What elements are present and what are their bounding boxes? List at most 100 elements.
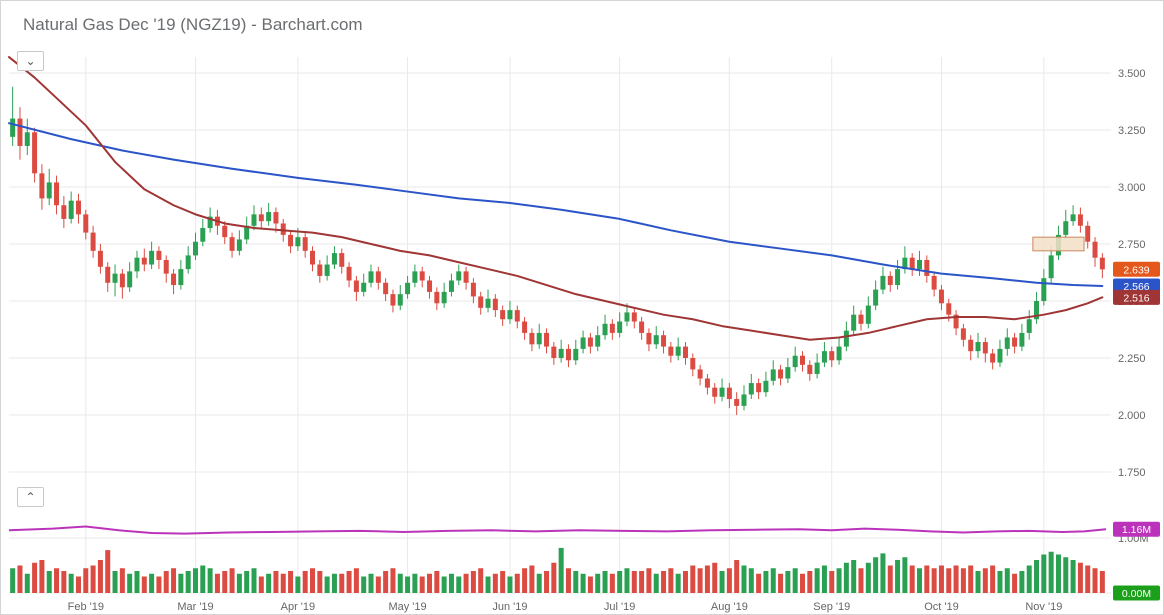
volume-badge (1113, 585, 1160, 601)
volume-bar (741, 565, 747, 593)
annotation-box[interactable] (1032, 236, 1085, 252)
volume-bar (324, 576, 330, 593)
candle-body (324, 264, 330, 276)
volume-bar (1099, 571, 1105, 593)
candle-body (229, 237, 235, 251)
candle-body (756, 383, 762, 393)
volume-bar (368, 573, 374, 593)
candle-body (1048, 255, 1054, 279)
volume-bar (405, 576, 411, 593)
candle-body (310, 250, 316, 265)
candle-body (580, 337, 586, 349)
volume-bar (573, 571, 579, 593)
candle-body (778, 369, 784, 379)
volume-bar (1004, 568, 1010, 593)
volume-bar (456, 576, 462, 593)
candle-body (427, 280, 433, 292)
volume-bar (134, 571, 140, 593)
volume-bar (61, 571, 67, 593)
volume-bar (375, 576, 381, 593)
candle-body (975, 342, 981, 352)
volume-bar (171, 568, 177, 593)
volume-bar (222, 571, 228, 593)
candle-body (690, 358, 696, 370)
candle-body (1019, 332, 1025, 347)
candle-body (529, 332, 535, 345)
open-interest-line (8, 525, 1107, 535)
candle-body (39, 173, 45, 199)
candle-body (909, 257, 915, 270)
candle-body (141, 257, 147, 265)
volume-bar (565, 568, 571, 593)
volume-bar (646, 568, 652, 593)
candle-body (383, 282, 389, 295)
volume-bar (178, 573, 184, 593)
volume-bar (207, 568, 213, 593)
candle-body (105, 266, 111, 283)
candle-body (470, 282, 476, 297)
expand-lower-pane-button[interactable]: ⌃ (17, 487, 44, 507)
volume-bar (551, 562, 557, 593)
volume-bar (1041, 554, 1047, 593)
candle-body (1041, 278, 1047, 301)
volume-bar (39, 560, 45, 593)
volume-bar (968, 565, 974, 593)
volume-bar (192, 568, 198, 593)
volume-bar (609, 573, 615, 593)
candle-body (412, 271, 418, 283)
candle-body (624, 312, 630, 322)
volume-bar (785, 571, 791, 593)
candle-body (485, 298, 491, 308)
month-label: Apr '19 (281, 601, 316, 613)
candle-body (946, 303, 952, 315)
candle-body (185, 255, 191, 270)
volume-bar (807, 571, 813, 593)
volume-bar (865, 562, 871, 593)
candle-body (171, 273, 177, 286)
volume-bar (1055, 554, 1061, 593)
candle-body (858, 314, 864, 324)
volume-bar (1077, 562, 1083, 593)
candle-body (361, 282, 367, 292)
candle-body (478, 296, 484, 308)
volume-bar (756, 573, 762, 593)
candle-body (639, 321, 645, 333)
last-price-badge-label: 2.639 (1123, 264, 1149, 276)
candle-body (1012, 337, 1018, 347)
candle-body (748, 383, 754, 395)
candle-body (668, 346, 674, 356)
volume-bar (580, 573, 586, 593)
month-label: Mar '19 (177, 601, 213, 613)
candle-body (54, 182, 60, 206)
candle-body (719, 387, 725, 397)
volume-bar (653, 573, 659, 593)
month-label: Feb '19 (68, 601, 104, 613)
price-tick-label: 2.750 (1118, 239, 1146, 251)
volume-bar (946, 568, 952, 593)
volume-bar (960, 568, 966, 593)
volume-bar (587, 576, 593, 593)
volume-bar (873, 557, 879, 593)
volume-bar (909, 565, 915, 593)
candle-body (178, 269, 184, 286)
volume-bar (792, 568, 798, 593)
candle-body (617, 321, 623, 333)
volume-bar (54, 568, 60, 593)
volume-bar (1034, 560, 1040, 593)
volume-bar (17, 565, 23, 593)
candle-body (339, 253, 345, 267)
volume-bar (295, 576, 301, 593)
volume-bar (32, 562, 38, 593)
candle-body (163, 259, 169, 274)
volume-bar (836, 568, 842, 593)
volume-bar (112, 571, 118, 593)
volume-bar (675, 573, 681, 593)
price-tick-label: 3.250 (1118, 125, 1146, 137)
candle-body (97, 250, 103, 267)
volume-bar (149, 573, 155, 593)
candle-body (405, 282, 411, 295)
collapse-main-pane-button[interactable]: ⌄ (17, 51, 44, 71)
candle-body (331, 253, 337, 265)
